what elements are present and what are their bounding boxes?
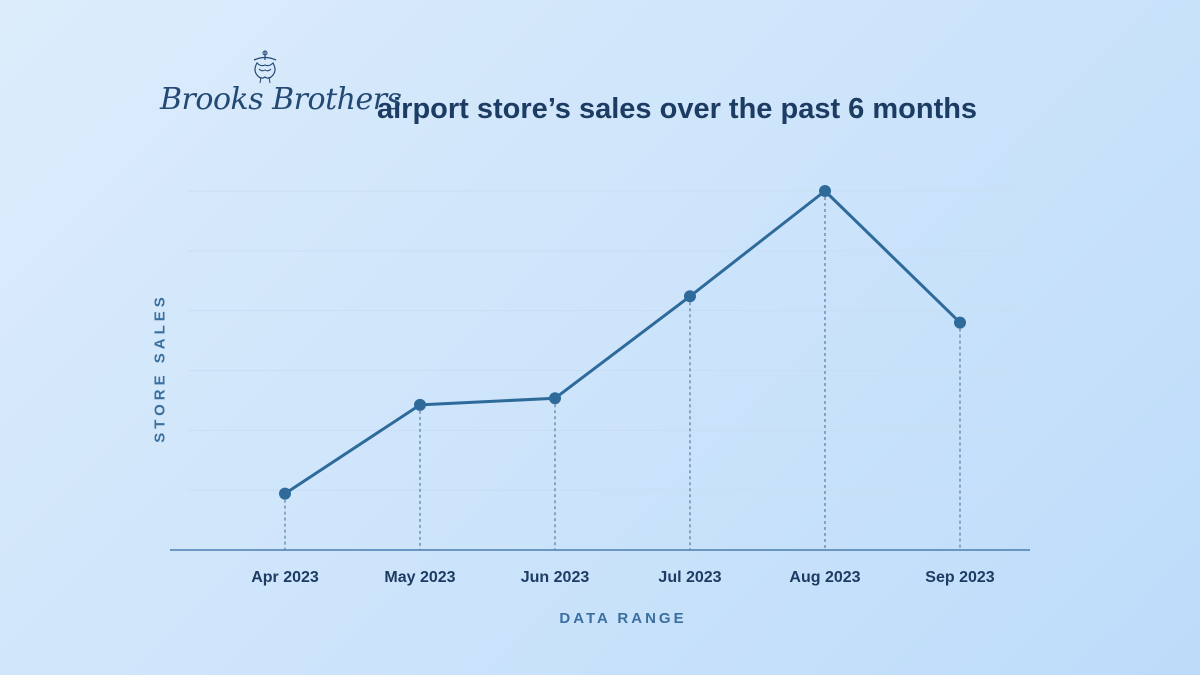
x-tick-labels: Apr 2023 May 2023 Jun 2023 Jul 2023 Aug 2023…	[251, 569, 995, 586]
data-point	[684, 290, 696, 303]
x-tick-label: Jul 2023	[658, 569, 721, 586]
data-point	[954, 316, 966, 329]
data-point	[819, 185, 831, 197]
data-point	[279, 487, 291, 500]
y-axis-title: STORE SALES	[151, 293, 169, 443]
series-sales	[279, 185, 966, 500]
drop-lines	[284, 191, 961, 550]
brand-wordmark: Brooks Brothers	[160, 82, 402, 117]
data-point	[549, 392, 561, 405]
chart-title: airport store’s sales over the past 6 mo…	[377, 93, 978, 125]
golden-fleece-icon	[253, 50, 277, 84]
x-tick-label: Jun 2023	[521, 569, 590, 586]
x-tick-label: Apr 2023	[251, 569, 319, 586]
grid-lines	[188, 190, 1015, 491]
x-tick-label: Aug 2023	[789, 569, 860, 586]
data-point	[414, 398, 426, 411]
x-axis-title: DATA RANGE	[559, 610, 687, 627]
series-line	[283, 189, 962, 496]
chart-header: Brooks Brothers airport store’s sales ov…	[0, 50, 1200, 130]
x-tick-label: May 2023	[384, 569, 455, 586]
brand-logo: Brooks Brothers	[160, 50, 402, 130]
x-tick-label: Sep 2023	[925, 569, 994, 586]
